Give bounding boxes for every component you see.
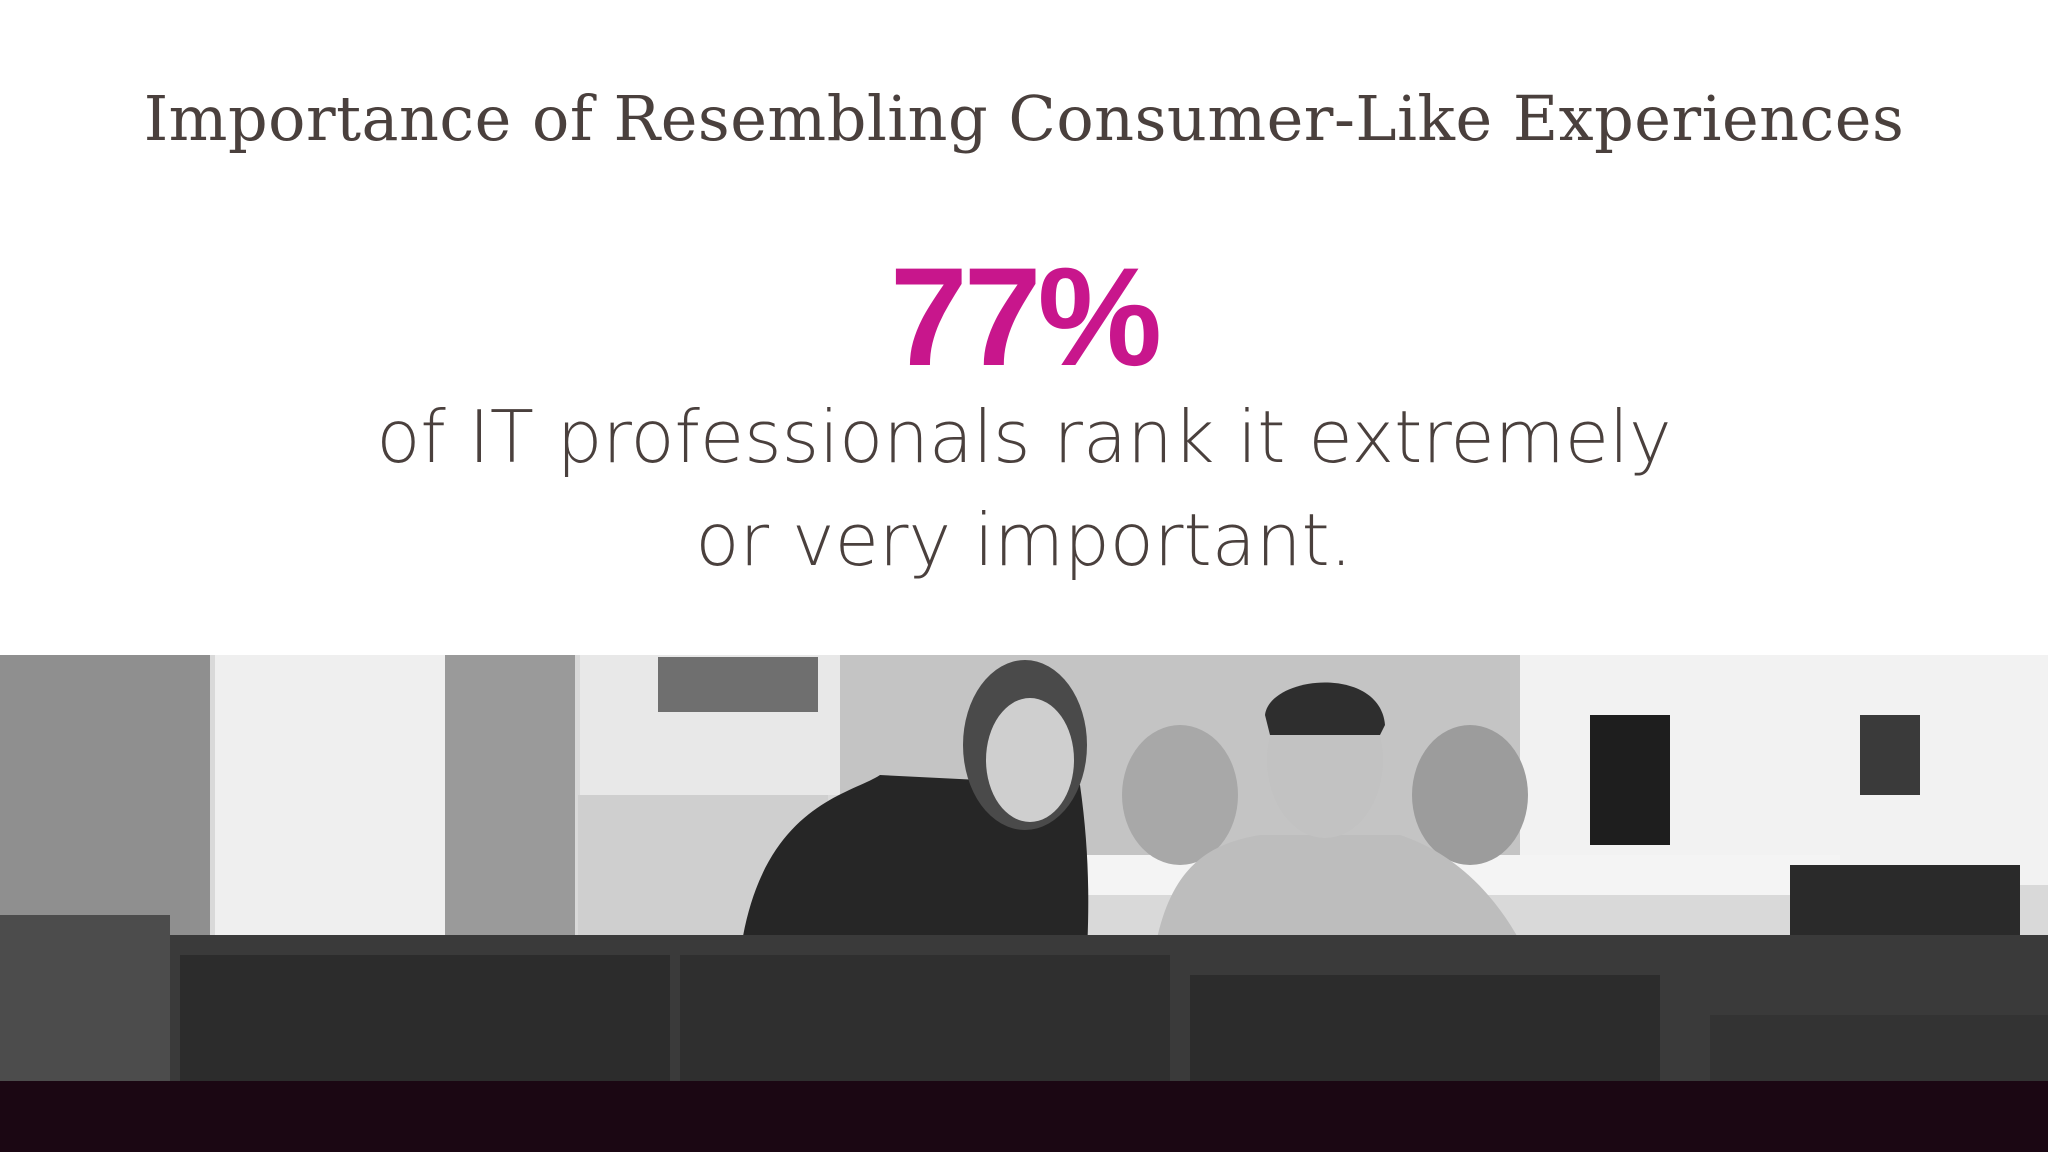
office-photo (0, 655, 2048, 1152)
stat-value: 77% (889, 238, 1162, 395)
stat-description: of IT professionals rank it extremely (376, 395, 1672, 479)
slide-title: Importance of Resembling Consumer-Like E… (143, 82, 1905, 155)
stat-description: or very important. (695, 498, 1353, 582)
